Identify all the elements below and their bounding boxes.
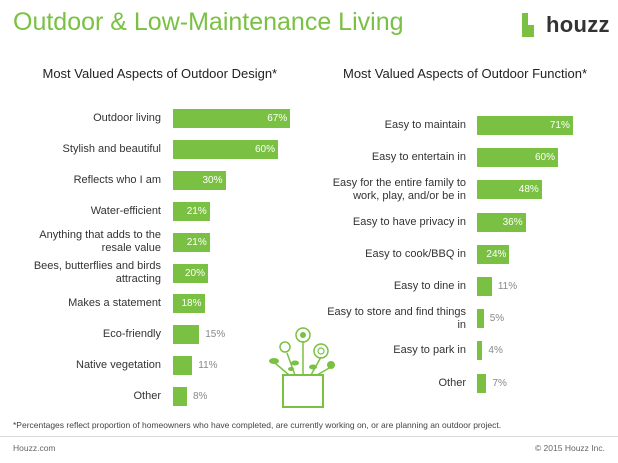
value-label: 11% (497, 281, 518, 292)
category-label: Easy to have privacy in (352, 215, 466, 228)
category-label: Water-efficient (90, 204, 161, 217)
value-label: 8% (193, 391, 208, 403)
data-bar (477, 212, 526, 232)
planter-illustration-icon (269, 327, 335, 408)
value-label: 7% (492, 377, 507, 389)
data-bar (477, 341, 483, 361)
value-label: 71% (549, 120, 570, 131)
category-label: Bees, butterflies and birds attracting (33, 260, 161, 285)
value-label: 5% (489, 313, 505, 325)
value-label: 48% (518, 184, 539, 196)
houzz-logo-icon (522, 13, 534, 37)
category-label: Reflects who I am (73, 173, 161, 186)
data-bar (477, 277, 492, 296)
value-label: 21% (186, 205, 207, 217)
logo-wordmark: houzz (546, 12, 610, 37)
data-bar (477, 148, 558, 168)
data-bar (173, 325, 200, 345)
category-label: Easy for the entire family to work, play… (332, 176, 466, 202)
category-label: Stylish and beautiful (62, 142, 161, 155)
category-label: Eco-friendly (102, 328, 161, 341)
category-label: Other (133, 390, 161, 403)
data-bar (173, 139, 278, 159)
value-label: 60% (535, 152, 556, 164)
data-bar (477, 116, 573, 135)
data-bar (173, 387, 187, 407)
category-label: Native vegetation (76, 359, 161, 372)
category-label: Makes a statement (68, 297, 161, 310)
data-bar (477, 180, 542, 200)
value-label: 21% (186, 236, 207, 248)
value-label: 67% (267, 113, 288, 124)
value-label: 60% (255, 143, 276, 155)
category-label: Anything that adds to the resale value (39, 229, 161, 255)
data-bar (173, 232, 210, 252)
category-label: Outdoor living (93, 112, 161, 124)
value-label: 4% (488, 345, 503, 357)
data-bar (173, 109, 291, 128)
value-label: 20% (185, 267, 206, 279)
category-label: Easy to cook/BBQ in (365, 247, 466, 260)
data-bar (477, 244, 510, 264)
chart-title: Most Valued Aspects of Outdoor Function* (343, 66, 588, 81)
data-bar (173, 201, 210, 221)
category-label: Easy to park in (393, 344, 466, 357)
chart-title: Most Valued Aspects of Outdoor Design* (42, 66, 278, 81)
data-bar (173, 356, 193, 376)
value-label: 36% (502, 216, 523, 228)
value-label: 15% (205, 329, 226, 341)
data-bar (173, 294, 205, 314)
category-label: Easy to entertain in (371, 151, 466, 164)
data-bar (173, 170, 226, 190)
data-bar (477, 309, 484, 329)
infographic-title: Outdoor & Low-Maintenance Living (13, 8, 404, 36)
value-label: 30% (202, 174, 223, 186)
value-label: 11% (198, 360, 218, 372)
value-label: 24% (486, 248, 507, 260)
footer-source[interactable]: Houzz.com (13, 443, 56, 453)
footer-divider (0, 436, 618, 437)
value-label: 18% (181, 298, 202, 310)
houzz-logo[interactable]: houzz (516, 12, 610, 38)
data-bar (477, 373, 487, 393)
category-label: Other (438, 376, 466, 389)
category-label: Easy to dine in (393, 280, 466, 292)
category-label: Easy to maintain (384, 119, 466, 131)
data-bar (173, 263, 208, 283)
footnote: *Percentages reflect proportion of homeo… (13, 420, 502, 430)
footer-copyright: © 2015 Houzz Inc. (534, 443, 605, 453)
category-label: Easy to store and find things in (327, 305, 466, 331)
